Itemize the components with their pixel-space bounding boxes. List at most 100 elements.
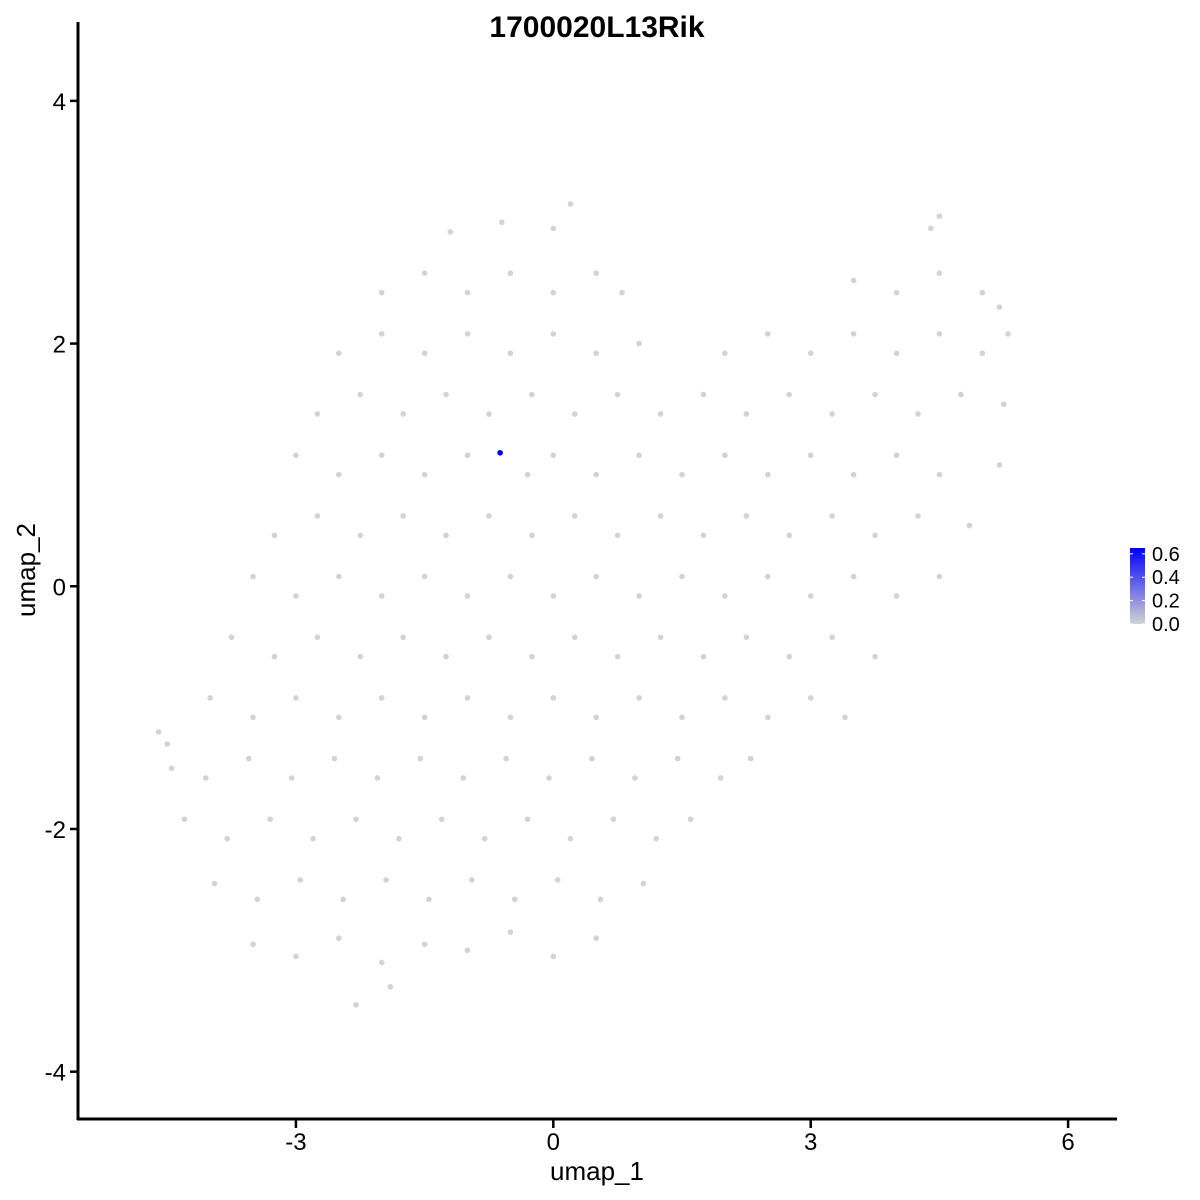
cell-point [340, 896, 346, 903]
cell-point [486, 411, 492, 417]
cell-point [743, 513, 750, 519]
cell-point [571, 513, 578, 519]
cell-point [267, 816, 273, 823]
cell-point [807, 350, 814, 357]
cell-point [850, 471, 857, 478]
cell-point [936, 213, 943, 219]
x-tick-label: 0 [547, 1129, 560, 1156]
cell-point [211, 880, 218, 887]
cell-point [421, 270, 428, 276]
cell-point [1000, 401, 1007, 408]
cell-point [314, 634, 321, 641]
cell-point [421, 573, 428, 580]
cell-point [254, 896, 261, 903]
cell-point [529, 532, 535, 539]
cell-point [657, 634, 664, 641]
cell-point [722, 593, 728, 599]
cell-point [357, 532, 364, 539]
cell-point [687, 816, 694, 823]
cell-point [614, 653, 621, 660]
cell-point [357, 653, 364, 660]
cell-point [426, 896, 432, 903]
x-ticks: -3 0 3 6 [285, 1120, 1075, 1156]
legend-tick-label: 0.2 [1152, 591, 1180, 613]
cell-point [507, 573, 514, 580]
y-axis-label: umap_2 [11, 523, 41, 617]
cell-point [636, 593, 642, 599]
cell-point [653, 835, 660, 842]
cell-point [657, 411, 664, 417]
y-ticks: -4 -2 0 2 4 [45, 89, 78, 1087]
cell-point [507, 714, 514, 721]
cell-point [507, 350, 514, 357]
cell-point [679, 573, 685, 580]
cell-point [915, 513, 921, 519]
cell-point [807, 452, 814, 459]
cell-point [571, 411, 578, 417]
cell-point [550, 289, 557, 296]
cell-point [593, 471, 600, 478]
cell-point [966, 522, 973, 529]
cell-point [374, 775, 381, 781]
cell-point [421, 714, 428, 721]
cell-point [893, 593, 900, 599]
cell-point [996, 304, 1003, 310]
cell-point [936, 471, 943, 478]
cell-point [400, 411, 406, 417]
cell-point [958, 391, 964, 398]
cell-point [529, 391, 535, 398]
cell-point [400, 634, 406, 641]
cell-point [250, 941, 256, 948]
cell-point [807, 593, 814, 599]
cell-point [507, 929, 514, 935]
cell-point [614, 391, 621, 398]
cell-point [850, 573, 857, 580]
cell-point [250, 573, 256, 580]
cell-point [529, 653, 535, 660]
cell-point [593, 714, 600, 721]
x-tick-label: 6 [1061, 1129, 1074, 1156]
cell-point [314, 513, 321, 519]
cell-point [915, 411, 921, 417]
cell-point [786, 532, 793, 539]
x-tick-label: -3 [285, 1129, 306, 1156]
cell-point [168, 765, 175, 772]
cell-point [1005, 331, 1011, 337]
cell-point [571, 634, 578, 641]
cell-point [464, 695, 471, 701]
cell-point [421, 350, 428, 357]
cell-point [378, 331, 385, 337]
cell-point [378, 452, 385, 459]
legend-tick-label: 0.6 [1152, 544, 1180, 566]
cell-point [400, 513, 406, 519]
cell-point [224, 835, 231, 842]
cell-point [443, 391, 449, 398]
cell-point [203, 775, 209, 781]
cell-point [872, 653, 878, 660]
cell-point [155, 729, 162, 735]
cell-point [207, 695, 213, 701]
cell-point [850, 331, 857, 337]
cell-point [722, 695, 728, 701]
cell-point [619, 289, 625, 296]
cell-point [271, 653, 278, 660]
cell-point [614, 532, 621, 539]
cell-point [786, 653, 793, 660]
cell-point [850, 277, 857, 284]
legend-tick-label: 0.0 [1152, 614, 1180, 636]
cell-point [722, 350, 728, 357]
cell-point [550, 953, 557, 960]
cell-point [310, 835, 316, 842]
cell-point [610, 816, 617, 823]
cell-point [293, 953, 299, 960]
cell-point [593, 935, 600, 941]
cell-point [336, 350, 342, 357]
cell-point [640, 880, 647, 887]
cell-point [679, 471, 685, 478]
cell-point [271, 532, 278, 539]
cell-point [700, 532, 707, 539]
cell-point [336, 471, 342, 478]
cell-point [524, 816, 531, 823]
cell-point [717, 775, 724, 781]
cell-point [481, 835, 488, 842]
